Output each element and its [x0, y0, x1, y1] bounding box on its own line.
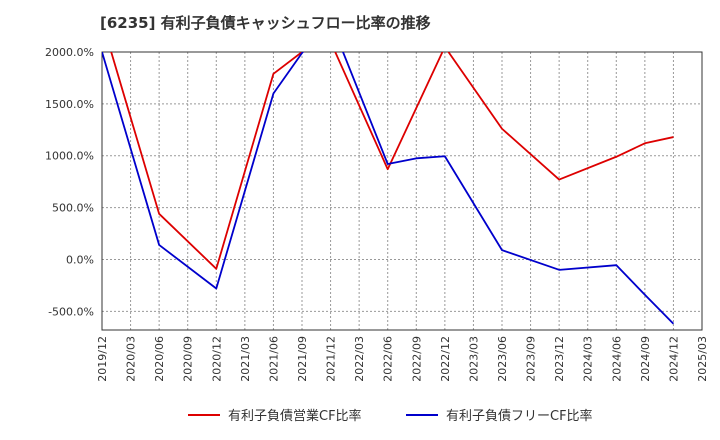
x-tick-label: 2020/03	[125, 336, 138, 382]
legend-label-2: 有利子負債フリーCF比率	[446, 408, 593, 424]
x-tick-label: 2023/09	[525, 336, 538, 382]
y-tick-label: 2000.0%	[45, 46, 94, 59]
x-tick-label: 2024/03	[582, 336, 595, 382]
x-tick-label: 2021/03	[239, 336, 252, 382]
x-tick-label: 2022/03	[353, 336, 366, 382]
series-line-2	[102, 52, 675, 325]
x-tick-label: 2021/12	[325, 336, 338, 382]
x-tick-label: 2023/12	[553, 336, 566, 382]
x-tick-label: 2022/06	[382, 336, 395, 382]
y-tick-label: 0.0%	[66, 253, 94, 266]
x-tick-label: 2024/12	[667, 336, 680, 382]
plot-frame	[101, 51, 703, 331]
x-tick-label: 2024/06	[610, 336, 623, 382]
x-tick-label: 2021/09	[296, 336, 309, 382]
x-tick-label: 2020/06	[153, 336, 166, 382]
y-axis: -500.0% 0.0% 500.0% 1000.0% 1500.0% 2000.0%	[45, 46, 94, 318]
legend-label-1: 有利子負債営業CF比率	[228, 408, 362, 424]
legend: 有利子負債営業CF比率 有利子負債フリーCF比率	[188, 408, 593, 424]
x-tick-label: 2025/03	[696, 336, 709, 382]
x-tick-label: 2020/09	[182, 336, 195, 382]
series-layer	[102, 52, 675, 325]
y-tick-label: 1500.0%	[45, 98, 94, 111]
chart-title: [6235] 有利子負債キャッシュフロー比率の推移	[100, 14, 431, 32]
x-tick-label: 2020/12	[210, 336, 223, 382]
x-axis: 2019/12 2020/03 2020/06 2020/09 2020/12 2021/…	[96, 336, 709, 382]
series-line-1	[110, 52, 674, 270]
x-tick-label: 2023/03	[467, 336, 480, 382]
x-tick-label: 2024/09	[639, 336, 652, 382]
x-tick-label: 2021/06	[267, 336, 280, 382]
x-tick-label: 2022/09	[410, 336, 423, 382]
grid	[102, 52, 702, 330]
x-tick-label: 2019/12	[96, 336, 109, 382]
x-tick-label: 2023/06	[496, 336, 509, 382]
y-tick-label: 500.0%	[52, 202, 94, 215]
y-tick-label: 1000.0%	[45, 150, 94, 163]
y-tick-label: -500.0%	[48, 305, 94, 318]
x-tick-label: 2022/12	[439, 336, 452, 382]
